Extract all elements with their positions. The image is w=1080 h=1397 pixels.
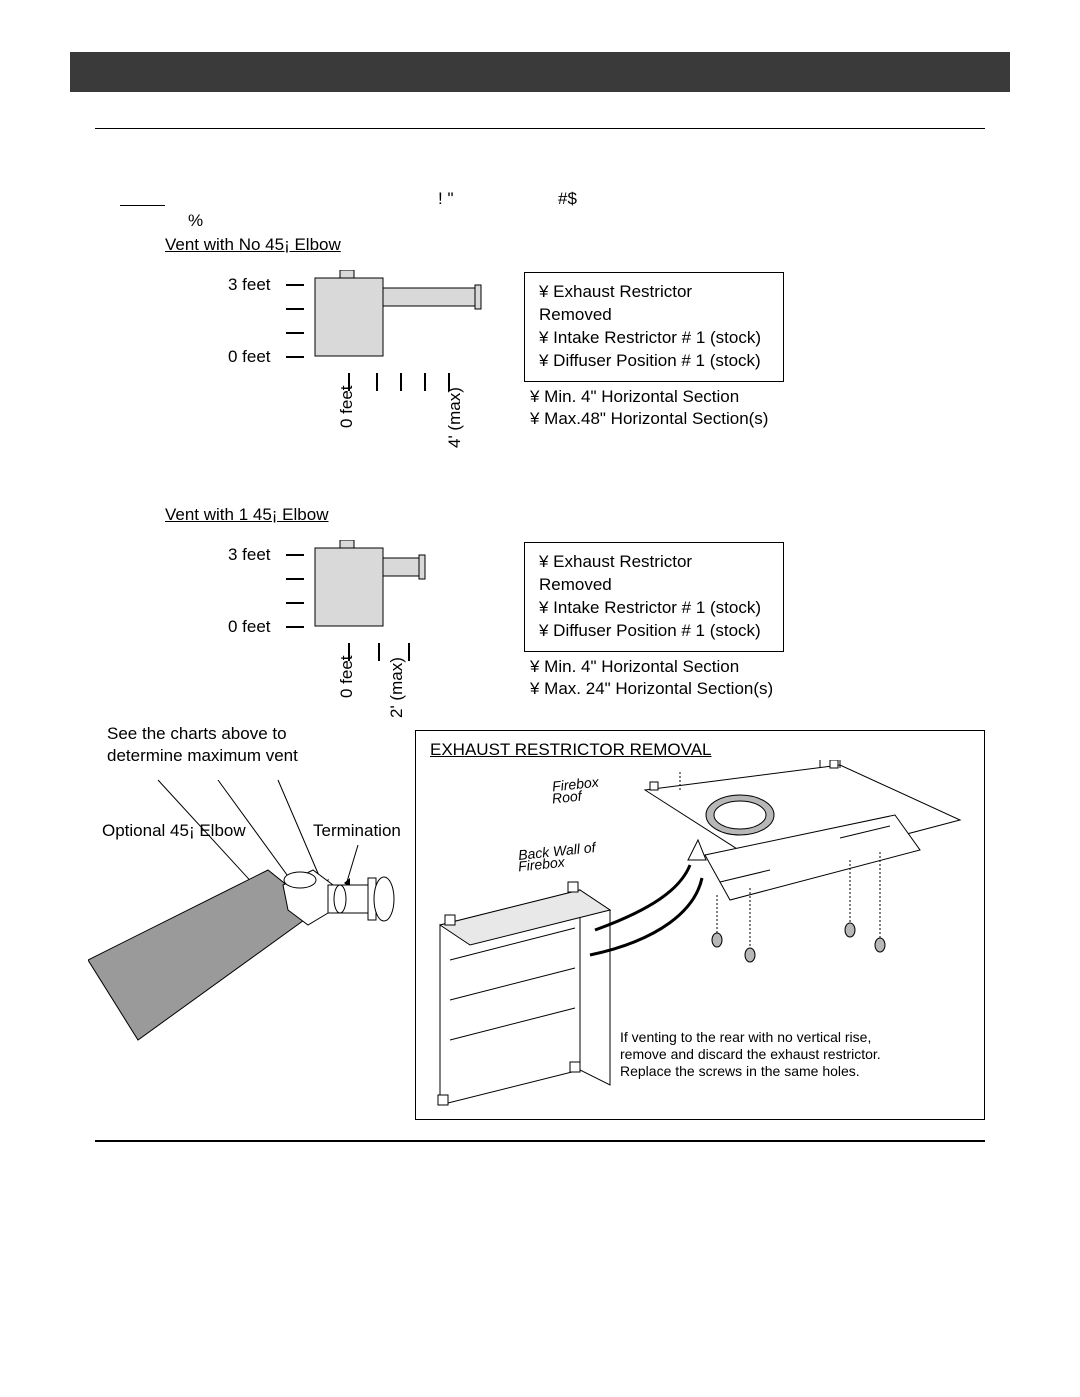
- s3-diagram: [88, 760, 428, 1080]
- s1-x-right: 4' (max): [444, 387, 467, 448]
- s2-box-l1: ¥ Exhaust Restrictor Removed: [539, 551, 769, 597]
- s2-box: ¥ Exhaust Restrictor Removed ¥ Intake Re…: [524, 542, 784, 652]
- s2-tick: [286, 602, 304, 604]
- panel-note-l3: Replace the screws in the same holes.: [620, 1062, 860, 1081]
- s1-x-left: 0 feet: [336, 385, 359, 428]
- panel-title: EXHAUST RESTRICTOR REMOVAL: [430, 739, 970, 762]
- s1-vtick: [400, 373, 402, 391]
- s1-box-l2: ¥ Intake Restrictor # 1 (stock): [539, 327, 769, 350]
- s1-box-l1: ¥ Exhaust Restrictor Removed: [539, 281, 769, 327]
- s2-box-l2: ¥ Intake Restrictor # 1 (stock): [539, 597, 769, 620]
- s1-y-bot: 0 feet: [228, 346, 271, 369]
- s1-vtick: [376, 373, 378, 391]
- s2-x-left: 0 feet: [336, 655, 359, 698]
- s1-box: ¥ Exhaust Restrictor Removed ¥ Intake Re…: [524, 272, 784, 382]
- s1-tick: [286, 308, 304, 310]
- s2-tick: [286, 578, 304, 580]
- s1-vtick: [424, 373, 426, 391]
- header-bar: [70, 52, 1010, 92]
- s2-y-top: 3 feet: [228, 544, 271, 567]
- s2-diagram: [312, 540, 452, 640]
- s1-box-l3: ¥ Diffuser Position # 1 (stock): [539, 350, 769, 373]
- s1-tick: [286, 356, 304, 358]
- s1-diagram: [312, 270, 492, 370]
- s2-vtick: [378, 643, 380, 661]
- s2-tick: [286, 626, 304, 628]
- s2-box-l3: ¥ Diffuser Position # 1 (stock): [539, 620, 769, 643]
- s2-x-right: 2' (max): [386, 657, 409, 718]
- s1-title: Vent with No 45¡ Elbow: [165, 234, 341, 257]
- hdr-sym-b: #$: [558, 188, 577, 211]
- s1-tick: [286, 284, 304, 286]
- s3-cap-l1: See the charts above to: [107, 723, 287, 746]
- s2-note-l2: ¥ Max. 24" Horizontal Section(s): [530, 678, 773, 701]
- header-rule: [95, 128, 985, 129]
- s1-tick: [286, 332, 304, 334]
- s2-title: Vent with 1 45¡ Elbow: [165, 504, 328, 527]
- s1-y-top: 3 feet: [228, 274, 271, 297]
- hdr-sym-c: %: [188, 210, 203, 233]
- hdr-underline: [120, 188, 165, 206]
- s2-tick: [286, 554, 304, 556]
- s1-note-l2: ¥ Max.48" Horizontal Section(s): [530, 408, 768, 431]
- hdr-sym-a: ! ": [438, 188, 453, 211]
- footer-rule: [95, 1140, 985, 1142]
- s1-note-l1: ¥ Min. 4" Horizontal Section: [530, 386, 739, 409]
- s2-note-l1: ¥ Min. 4" Horizontal Section: [530, 656, 739, 679]
- s2-y-bot: 0 feet: [228, 616, 271, 639]
